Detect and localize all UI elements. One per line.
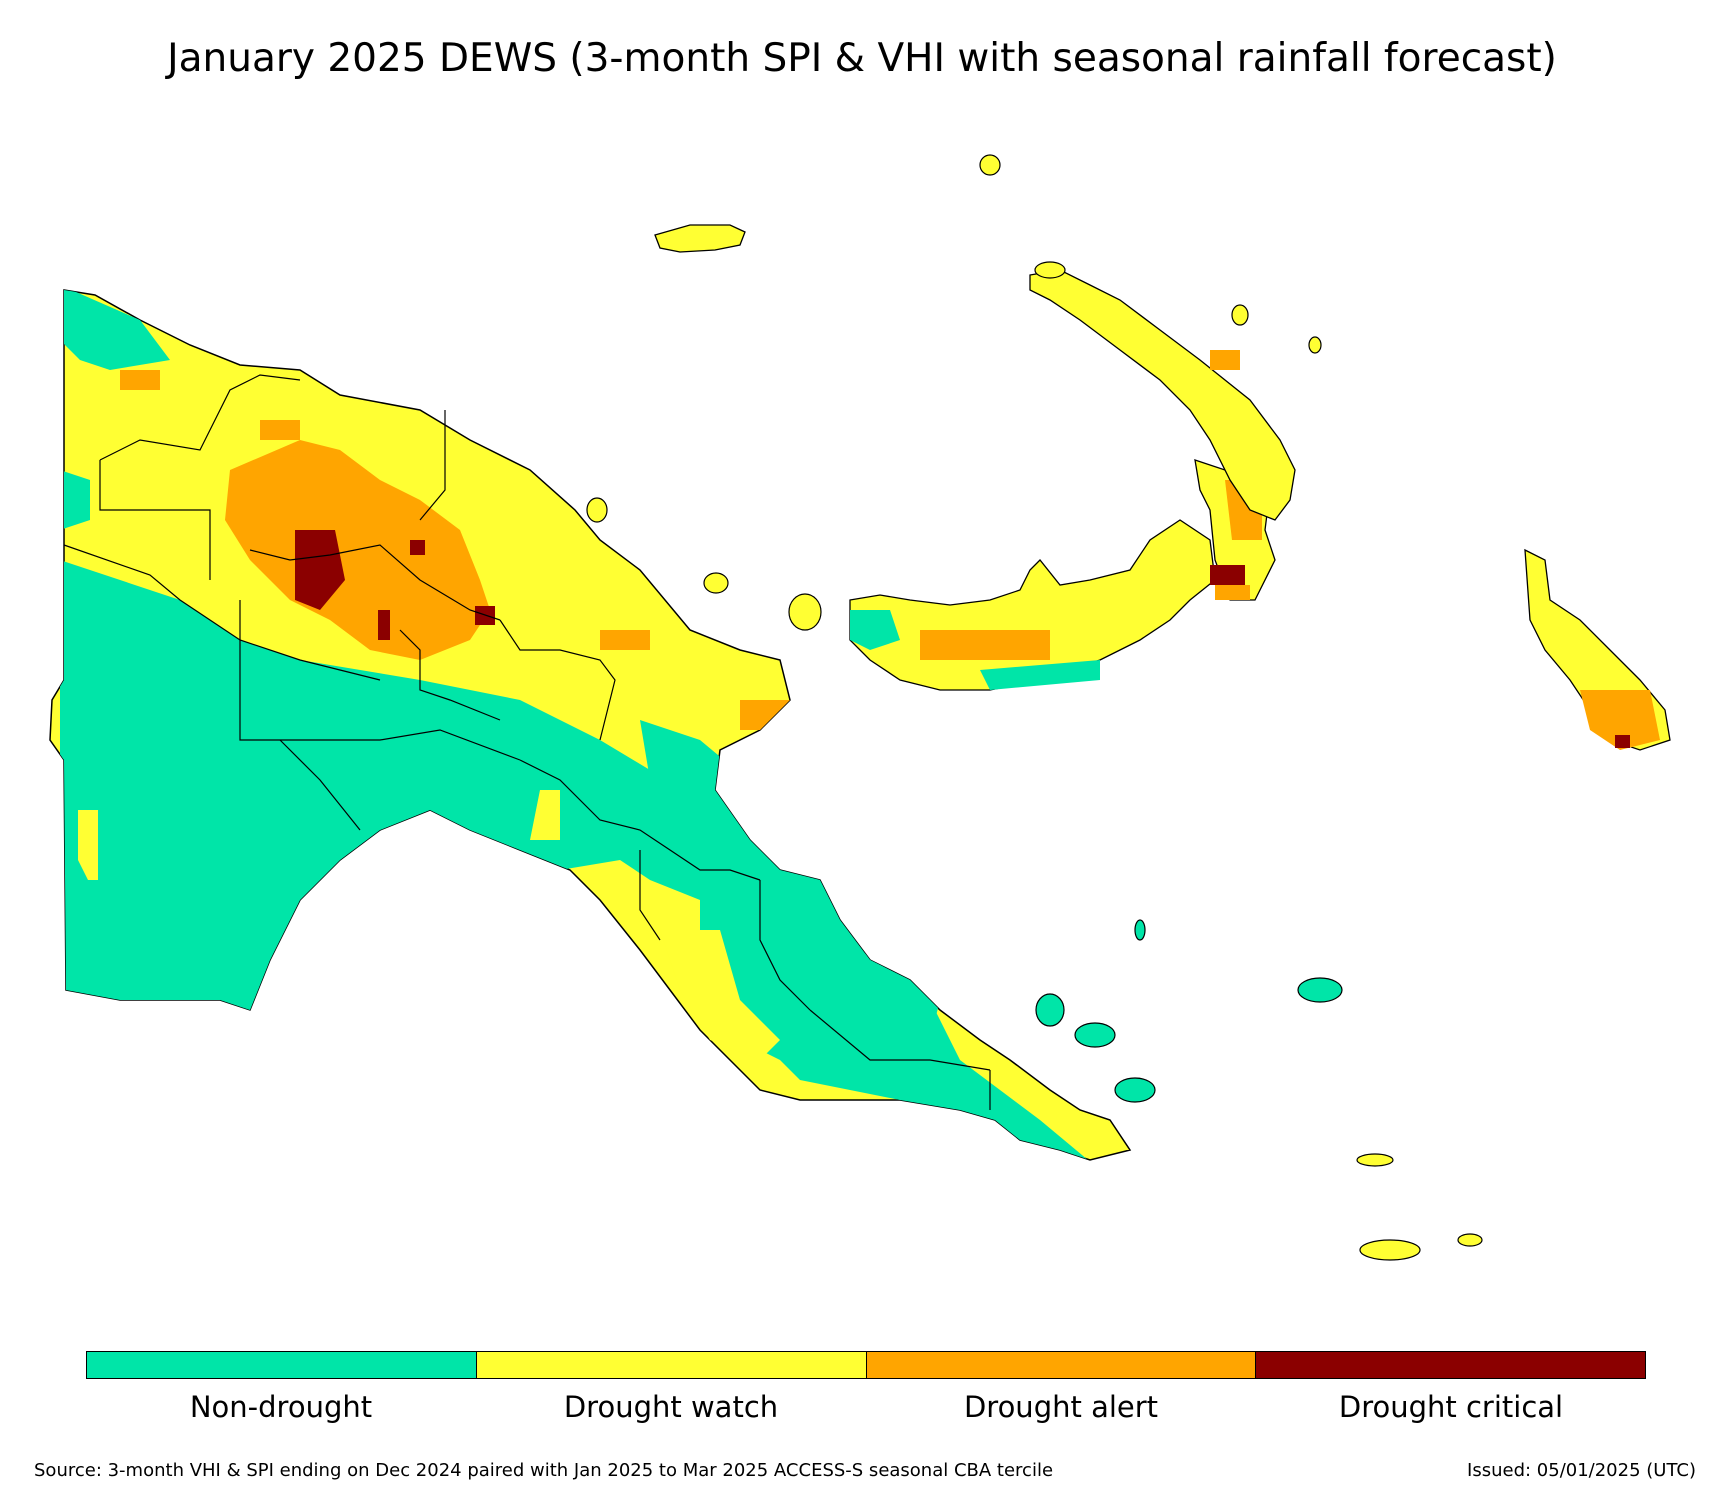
legend-swatch-drought-alert	[866, 1352, 1257, 1378]
small-islands-non-drought	[1035, 919, 1343, 1103]
drought-alert-patch	[600, 630, 650, 650]
non-drought-zone	[850, 610, 900, 650]
new-britain-island	[849, 519, 1216, 691]
drought-critical-zone	[410, 540, 425, 555]
non-drought-zone	[980, 660, 1100, 690]
new-ireland-island	[1029, 269, 1296, 521]
drought-alert-zone	[920, 630, 1050, 660]
province-boundaries	[63, 374, 991, 1110]
legend-label-drought-alert: Drought alert	[963, 1390, 1159, 1424]
legend-colorbar	[86, 1351, 1646, 1379]
drought-alert-zone	[1215, 585, 1250, 600]
legend-swatch-non-drought	[87, 1352, 477, 1378]
drought-critical-zone	[378, 610, 390, 640]
map-title: January 2025 DEWS (3-month SPI & VHI wit…	[167, 36, 1557, 81]
drought-map	[49, 154, 1671, 1261]
legend-swatch-drought-critical	[1256, 1352, 1645, 1378]
legend-swatch-drought-watch	[476, 1352, 867, 1378]
drought-watch-patch	[78, 810, 98, 880]
small-islands	[586, 154, 1483, 1261]
drought-alert-zone	[1210, 350, 1240, 370]
drought-watch-patch	[530, 790, 560, 840]
non-drought-zone-southeast	[640, 720, 940, 1040]
non-drought-zone-northwest	[60, 290, 170, 370]
manus-island	[654, 224, 746, 253]
non-drought-zone-west	[60, 470, 90, 530]
source-note: Source: 3-month VHI & SPI ending on Dec …	[34, 1460, 1054, 1481]
drought-alert-patch	[260, 420, 300, 440]
drought-watch-patch	[660, 930, 780, 1060]
legend-label-non-drought: Non-drought	[189, 1390, 373, 1424]
drought-alert-patch	[120, 370, 160, 390]
legend-label-drought-watch: Drought watch	[563, 1390, 779, 1424]
drought-critical-zone	[1615, 735, 1630, 748]
non-drought-zone-south	[60, 560, 1100, 1160]
legend-label-drought-critical: Drought critical	[1338, 1390, 1564, 1424]
issued-date: Issued: 05/01/2025 (UTC)	[1467, 1460, 1696, 1481]
drought-critical-zone	[295, 530, 345, 610]
drought-alert-zone	[1580, 690, 1660, 750]
drought-critical-zone	[1210, 565, 1245, 585]
